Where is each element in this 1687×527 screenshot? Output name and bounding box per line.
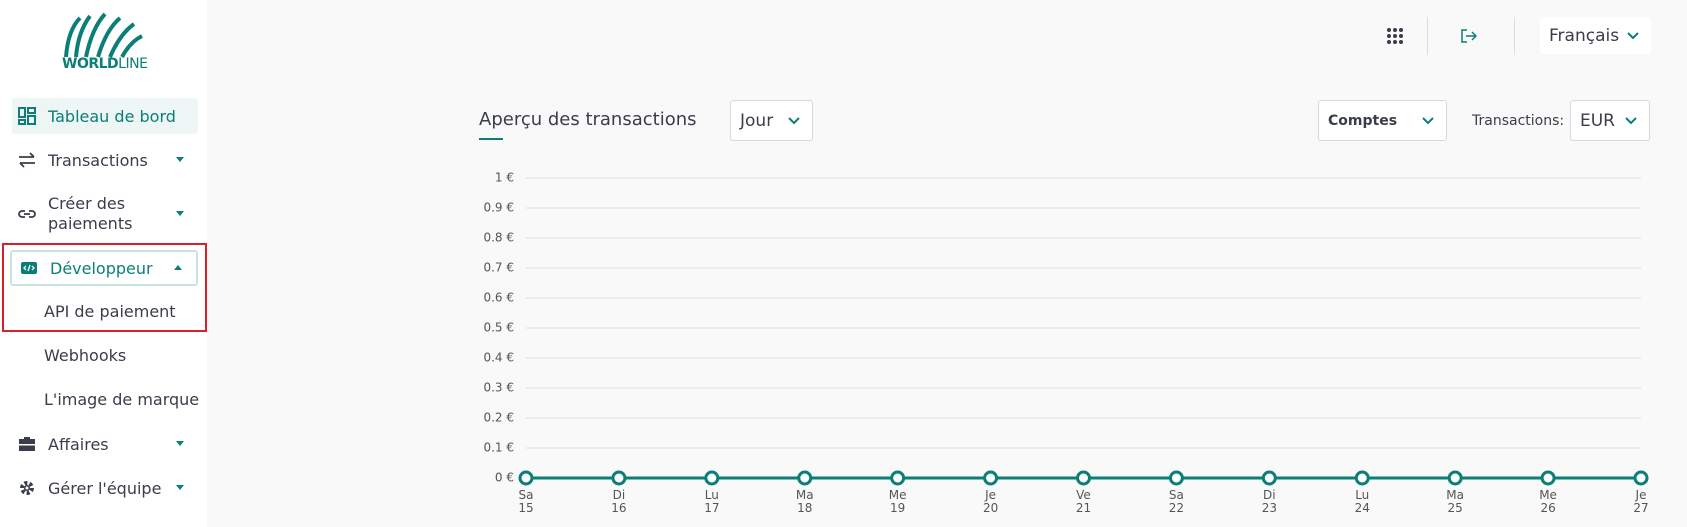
nav-item[interactable]: Développeur: [10, 250, 198, 286]
data-point: [1168, 470, 1184, 486]
y-tick-label: 0.9 €: [483, 201, 514, 215]
accounts-select[interactable]: Comptes: [1318, 100, 1447, 141]
data-point: [704, 470, 720, 486]
sub-nav-item[interactable]: Webhooks: [44, 346, 127, 365]
chart-title: Aperçu des transactions: [479, 109, 697, 130]
x-tick-label: Me 19: [888, 488, 907, 515]
y-tick-label: 1 €: [495, 171, 514, 185]
y-tick-label: 0.7 €: [483, 261, 514, 275]
x-tick-label: Je 20: [982, 488, 999, 515]
caret: [174, 265, 182, 270]
data-point: [611, 470, 627, 486]
sub-nav-item[interactable]: API de paiement: [44, 302, 176, 321]
x-tick-label: Di 16: [611, 488, 627, 515]
logo-mark: [64, 12, 143, 58]
y-tick-label: 0.6 €: [483, 291, 514, 305]
logout-icon[interactable]: [1461, 29, 1477, 43]
caret: [176, 211, 184, 216]
icon: [20, 481, 34, 495]
nav-label: Créer des paiements: [48, 194, 133, 233]
language-label: Français: [1549, 25, 1620, 46]
period-select[interactable]: Jour: [730, 100, 813, 141]
chevron: [1625, 116, 1637, 124]
x-tick-label: Je 27: [1633, 488, 1649, 515]
nav-label: Affaires: [48, 434, 109, 454]
caret: [176, 485, 184, 490]
title-underline: [479, 138, 503, 140]
y-tick-label: 0 €: [495, 471, 514, 485]
data-point: [1540, 470, 1556, 486]
highlight-box: [2, 243, 207, 332]
nav-item[interactable]: Transactions: [12, 142, 198, 178]
data-point: [1447, 470, 1463, 486]
nav-label: Gérer l'équipe: [48, 478, 162, 498]
data-point: [983, 470, 999, 486]
data-point: [890, 470, 906, 486]
nav-item[interactable]: Tableau de bord: [12, 98, 198, 134]
caret: [176, 441, 184, 446]
data-point: [797, 470, 813, 486]
period-label: Jour: [740, 110, 774, 131]
x-tick-label: Di 23: [1261, 488, 1277, 515]
caret: [176, 157, 184, 162]
data-point: [1261, 470, 1277, 486]
language-select[interactable]: Français: [1540, 17, 1651, 54]
divider: [1514, 17, 1515, 55]
x-tick-label: Ma 18: [795, 488, 814, 515]
y-tick-label: 0.4 €: [483, 351, 514, 365]
y-tick-label: 0.2 €: [483, 411, 514, 425]
logo-light: LINE: [118, 56, 148, 72]
data-point: [1633, 470, 1649, 486]
x-tick-label: Me 26: [1539, 488, 1557, 515]
y-tick-label: 0.1 €: [483, 441, 514, 455]
logo-bold: WORLD: [62, 56, 119, 72]
nav-item[interactable]: Gérer l'équipe: [12, 470, 198, 506]
x-tick-label: Sa 15: [518, 488, 534, 515]
currency-caption: Transactions:: [1472, 113, 1565, 129]
y-tick-label: 0.3 €: [483, 381, 514, 395]
apps-icon[interactable]: [1386, 27, 1404, 45]
icon: [18, 107, 36, 125]
chevron: [1422, 116, 1434, 124]
y-tick-label: 0.8 €: [483, 231, 514, 245]
nav-label: Développeur: [50, 258, 153, 278]
x-tick-label: Lu 17: [704, 488, 720, 515]
y-tick-label: 0.5 €: [483, 321, 514, 335]
sub-nav-item[interactable]: L'image de marque: [44, 390, 200, 409]
nav-item[interactable]: Affaires: [12, 426, 198, 462]
data-point: [1076, 470, 1091, 486]
data-point: [518, 470, 534, 486]
nav-item[interactable]: Créer des paiements: [12, 192, 198, 236]
currency-label: EUR: [1580, 110, 1615, 131]
chevron: [1627, 31, 1639, 39]
sidebar: WORLDLINE Tableau de bord Transactions C…: [0, 0, 207, 527]
x-tick-label: Sa 22: [1168, 488, 1185, 515]
chevron: [788, 116, 800, 124]
logo-text: WORLDLINE: [62, 56, 148, 72]
data-point: [1354, 470, 1370, 486]
x-tick-label: Lu 24: [1354, 488, 1370, 515]
divider: [1427, 17, 1428, 55]
nav-label: Tableau de bord: [48, 106, 176, 126]
nav-label: Transactions: [48, 150, 148, 170]
icon: [19, 437, 35, 451]
x-tick-label: Ma 25: [1446, 488, 1465, 515]
icon: [18, 210, 36, 218]
accounts-label: Comptes: [1328, 112, 1398, 129]
currency-select[interactable]: EUR: [1570, 100, 1650, 141]
icon: [19, 152, 35, 168]
x-tick-label: Ve 21: [1075, 488, 1092, 515]
icon: [21, 262, 37, 274]
